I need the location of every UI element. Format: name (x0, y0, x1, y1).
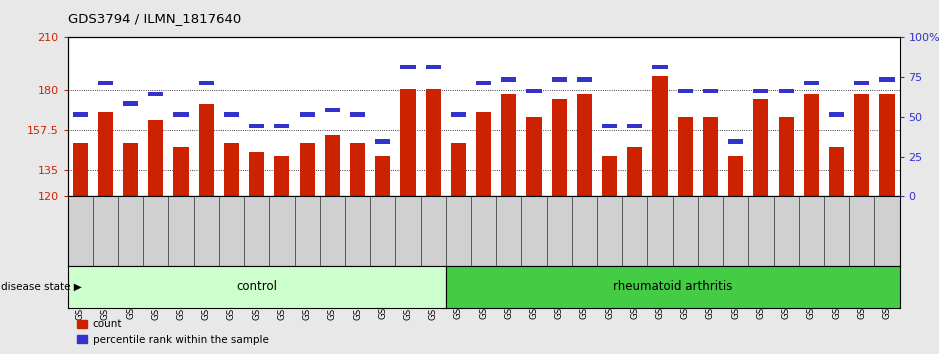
Bar (804, 94, 819, 196)
Bar (551, 99, 567, 196)
Bar (753, 88, 768, 93)
Bar (501, 94, 516, 196)
Bar (300, 113, 315, 117)
Bar (72, 113, 87, 117)
Bar (753, 99, 768, 196)
Bar (400, 65, 416, 69)
Bar (627, 124, 642, 128)
Bar (174, 147, 189, 196)
Bar (778, 117, 793, 196)
Bar (602, 124, 617, 128)
Bar (223, 113, 239, 117)
Bar (249, 152, 264, 196)
Bar (199, 104, 214, 196)
Bar (376, 139, 391, 144)
Bar (425, 88, 440, 196)
Bar (854, 81, 870, 85)
Bar (804, 81, 819, 85)
Bar (98, 112, 113, 196)
Bar (527, 88, 542, 93)
Bar (425, 65, 440, 69)
Bar (627, 147, 642, 196)
Bar (829, 147, 844, 196)
Bar (728, 156, 744, 196)
Bar (274, 124, 289, 128)
Bar (300, 143, 315, 196)
Bar (249, 124, 264, 128)
Bar (551, 78, 567, 82)
Bar (728, 139, 744, 144)
Bar (451, 143, 466, 196)
Bar (854, 94, 870, 196)
Bar (501, 78, 516, 82)
Bar (325, 108, 340, 112)
Bar (274, 156, 289, 196)
Text: control: control (237, 280, 277, 293)
Bar (653, 65, 668, 69)
Bar (678, 88, 693, 93)
Bar (174, 113, 189, 117)
Bar (880, 94, 895, 196)
Bar (400, 88, 416, 196)
Bar (223, 143, 239, 196)
Bar (376, 156, 391, 196)
Bar (199, 81, 214, 85)
Legend: count, percentile rank within the sample: count, percentile rank within the sample (73, 315, 272, 349)
Bar (325, 135, 340, 196)
Bar (123, 143, 138, 196)
Bar (148, 92, 163, 96)
Bar (602, 156, 617, 196)
Bar (98, 81, 113, 85)
Text: rheumatoid arthritis: rheumatoid arthritis (613, 280, 732, 293)
Bar (72, 143, 87, 196)
Text: disease state ▶: disease state ▶ (1, 282, 82, 292)
Bar (527, 117, 542, 196)
Bar (653, 76, 668, 196)
Bar (577, 78, 592, 82)
Bar (880, 78, 895, 82)
Bar (703, 117, 718, 196)
Bar (678, 117, 693, 196)
Bar (476, 81, 491, 85)
Bar (703, 88, 718, 93)
Bar (577, 94, 592, 196)
Bar (123, 101, 138, 106)
Bar (451, 113, 466, 117)
Text: GDS3794 / ILMN_1817640: GDS3794 / ILMN_1817640 (68, 12, 241, 25)
Bar (476, 112, 491, 196)
Bar (350, 113, 365, 117)
Bar (778, 88, 793, 93)
Bar (829, 113, 844, 117)
Bar (148, 120, 163, 196)
Bar (350, 143, 365, 196)
